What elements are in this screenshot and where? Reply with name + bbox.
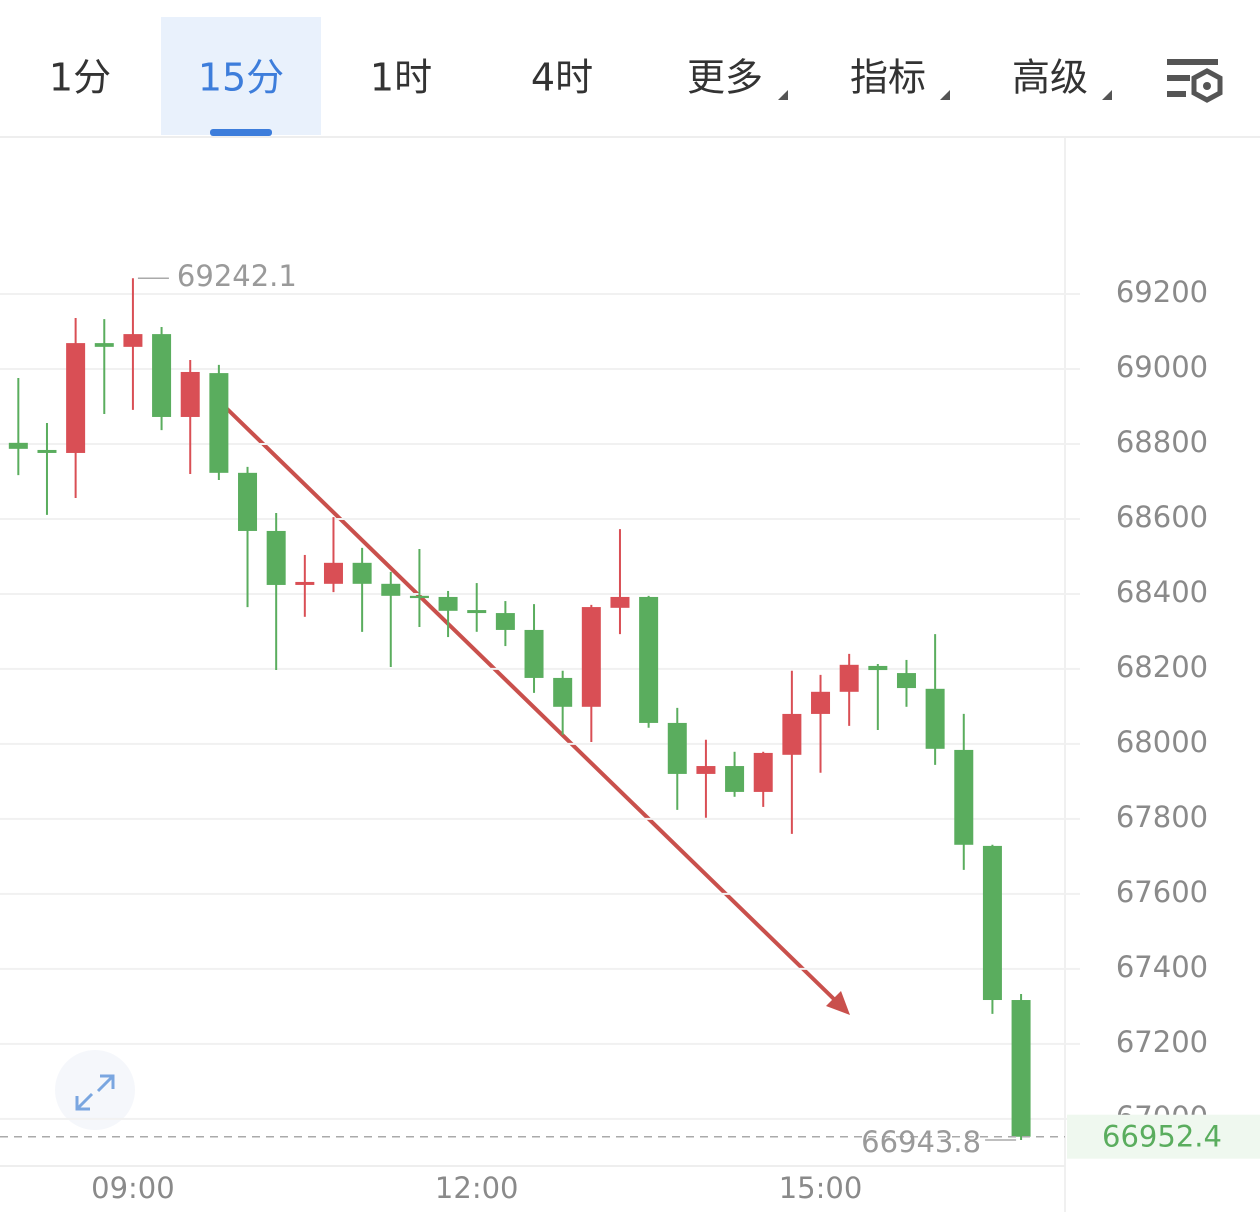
candle-body [8,442,28,449]
candle-body [811,691,831,714]
tab-label[interactable]: 15分 [198,56,284,100]
candle-body [553,677,573,707]
high-label: 69242.1 [177,259,297,293]
candle-body [839,664,859,692]
tab-label[interactable]: 指标 [850,56,926,100]
expand-icon [75,1074,115,1111]
x-tick-label: 09:00 [91,1171,175,1205]
y-tick-label: 68400 [1116,575,1208,609]
candle-body [639,596,659,723]
candle-body [238,472,258,531]
candle-body [152,334,172,417]
y-tick-label: 67400 [1116,950,1208,984]
candle-body [381,583,401,596]
expand-button[interactable] [55,1050,135,1130]
tab-label[interactable]: 4时 [531,56,593,100]
last-price-box [1067,1114,1260,1159]
candle-body [180,371,200,417]
y-tick-label: 68000 [1116,725,1208,759]
candle-body [925,688,945,749]
dropdown-mark [1102,90,1112,100]
candle-body [1011,1000,1031,1137]
y-tick-label: 67200 [1116,1025,1208,1059]
candle-body [610,596,630,608]
candle-body [467,610,487,614]
candle-body [524,629,544,678]
y-tick-label: 68600 [1116,500,1208,534]
y-tick-label: 69200 [1116,275,1208,309]
tab-label[interactable]: 1分 [49,56,111,100]
active-tab-bg [161,17,321,135]
tab-label[interactable]: 1时 [370,56,432,100]
tab-bar: 1分 15分 1时 4时 更多 指标 高级 [0,17,1260,138]
candle-body [868,665,888,671]
y-tick-label: 68800 [1116,425,1208,459]
candle-body [266,530,286,585]
candle-body [753,752,773,792]
candle-body [667,722,687,774]
y-tick-label: 67800 [1116,800,1208,834]
candle-body [409,595,429,599]
dropdown-mark [778,90,788,100]
candle-body [725,766,745,792]
candle-body [123,334,143,347]
candle-body [209,373,229,473]
tab-label[interactable]: 高级 [1012,56,1088,100]
candle-body [696,766,716,774]
y-tick-label: 67600 [1116,875,1208,909]
x-tick-label: 12:00 [435,1171,519,1205]
x-tick-label: 15:00 [779,1171,863,1205]
candle-body [37,449,57,453]
candle-body [495,613,515,630]
trend-arrow [218,400,850,1015]
tab-label[interactable]: 更多 [687,56,763,100]
candle-body [438,596,458,611]
candle-body [295,581,315,585]
settings-icon[interactable] [1167,59,1223,103]
candle-body [66,343,86,453]
y-tick-label: 68200 [1116,650,1208,684]
candle-body [782,713,802,755]
y-tick-label: 69000 [1116,350,1208,384]
dropdown-mark [940,90,950,100]
candle-body [954,749,974,845]
candle-body [94,343,114,347]
active-tab-underline [210,129,272,136]
last-price-label: 66952.4 [1102,1120,1222,1154]
candle-body [323,562,343,584]
candle-body [581,607,601,707]
candle-body [982,845,1002,1001]
candle-body [896,673,916,689]
low-label: 66943.8 [861,1125,981,1159]
candle-body [352,562,372,584]
